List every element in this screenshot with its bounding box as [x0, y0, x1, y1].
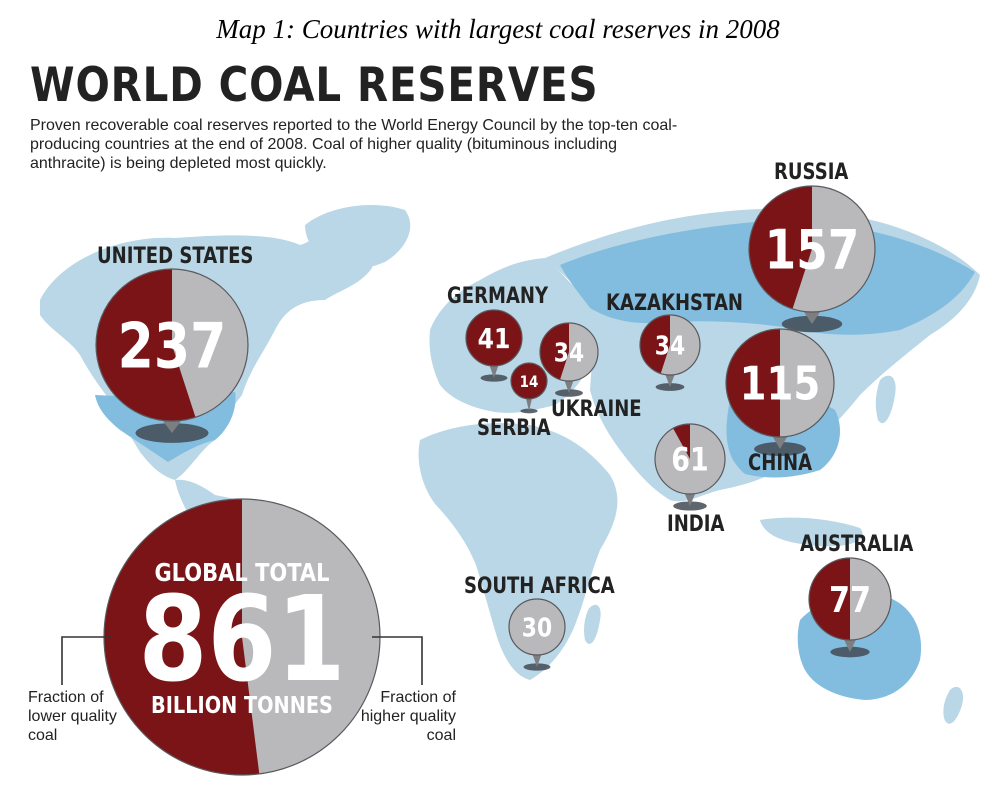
- map-caption: Map 1: Countries with largest coal reser…: [216, 14, 780, 44]
- landmass-madagascar: [584, 604, 601, 644]
- reserve-bubbles: 237 157 115 77 61 41 34 34 30 14: [95, 185, 892, 671]
- value-kazakhstan: 34: [655, 331, 685, 361]
- global-total-unit: BILLION TONNES: [151, 692, 333, 719]
- global-bubble: [103, 498, 381, 776]
- landmass-japan: [875, 375, 896, 424]
- landmass-new-zealand: [943, 686, 964, 724]
- bubble-united-states-lower-slice: [96, 269, 196, 422]
- bubble-australia: 77: [808, 557, 892, 658]
- bubble-ukraine-lower-slice: [540, 323, 569, 380]
- bubble-china-lower-slice: [726, 329, 780, 437]
- bubble-india-pin: [683, 491, 697, 506]
- value-india: 61: [671, 441, 708, 478]
- global-total-label: GLOBAL TOTAL: [154, 559, 329, 587]
- bubble-germany-outline: [465, 309, 523, 367]
- bubble-germany-pin: [488, 363, 500, 378]
- bubble-ukraine: 34: [539, 322, 599, 397]
- value-russia: 157: [765, 219, 860, 282]
- value-south-africa: 30: [522, 613, 552, 643]
- landmass-africa: [418, 423, 618, 680]
- label-south-africa: SOUTH AFRICA: [464, 574, 615, 599]
- bubble-united-states-outline: [95, 268, 249, 422]
- bubble-serbia-pin: [525, 397, 533, 411]
- global-total-value: 861: [139, 571, 346, 709]
- legend-leader-lines: [61, 636, 423, 685]
- bubble-ukraine-pin: [563, 378, 575, 393]
- bubble-germany-lower-slice: [466, 310, 522, 366]
- landmass-greenland: [305, 205, 411, 272]
- bubble-south-africa: 30: [508, 598, 566, 671]
- label-ukraine: UKRAINE: [551, 397, 642, 422]
- label-kazakhstan: KAZAKHSTAN: [606, 291, 744, 316]
- value-ukraine: 34: [554, 338, 584, 368]
- bubble-serbia-outline: [510, 362, 548, 400]
- bubble-ukraine-outline: [539, 322, 599, 382]
- value-australia: 77: [829, 578, 871, 620]
- bubble-serbia-lower-slice: [511, 363, 547, 399]
- subtitle: Proven recoverable coal reserves reporte…: [30, 117, 678, 172]
- legend-lower-quality: Fraction of lower quality coal: [28, 689, 117, 744]
- bubble-united-states: 237: [95, 268, 249, 443]
- bubble-australia-outline: [808, 557, 892, 641]
- bubble-kazakhstan: 34: [639, 314, 701, 391]
- value-united-states: 237: [118, 310, 227, 383]
- label-germany: GERMANY: [447, 284, 549, 309]
- label-india: INDIA: [667, 512, 725, 537]
- page-title: WORLD COAL RESERVES: [30, 58, 599, 113]
- global-bubble-lower-slice: [103, 499, 260, 775]
- label-china: CHINA: [748, 451, 813, 476]
- legend-line-lower: [61, 636, 112, 685]
- bubble-china: 115: [725, 328, 835, 457]
- bubble-russia-outline: [748, 185, 876, 313]
- legend-line-higher: [372, 636, 423, 685]
- bubble-germany: 41: [465, 309, 523, 382]
- bubble-south-africa-pin: [531, 652, 543, 667]
- value-serbia: 14: [520, 373, 539, 391]
- bubble-australia-pin: [842, 636, 858, 652]
- bubble-serbia: 14: [510, 362, 548, 414]
- label-united-states: UNITED STATES: [97, 244, 254, 269]
- bubble-kazakhstan-lower-slice: [640, 315, 670, 374]
- bubble-kazakhstan-outline: [639, 314, 701, 376]
- label-serbia: SERBIA: [477, 416, 551, 441]
- bubble-china-outline: [725, 328, 835, 438]
- value-germany: 41: [478, 323, 511, 355]
- landmass-indonesia: [760, 517, 863, 547]
- label-russia: RUSSIA: [774, 160, 849, 185]
- value-china: 115: [740, 358, 821, 411]
- bubble-india: 61: [654, 423, 726, 511]
- bubble-russia-lower-slice: [749, 186, 812, 309]
- bubble-south-africa-outline: [508, 598, 566, 656]
- bubble-kazakhstan-pin: [664, 372, 676, 387]
- bubble-russia: 157: [748, 185, 876, 333]
- bubble-india-lower-slice: [673, 424, 690, 459]
- label-australia: AUSTRALIA: [800, 532, 914, 557]
- bubble-australia-lower-slice: [809, 558, 850, 640]
- legend-higher-quality: Fraction of higher quality coal: [360, 689, 456, 744]
- bubble-india-outline: [654, 423, 726, 495]
- bubble-south-africa-higher-slice: [509, 599, 565, 655]
